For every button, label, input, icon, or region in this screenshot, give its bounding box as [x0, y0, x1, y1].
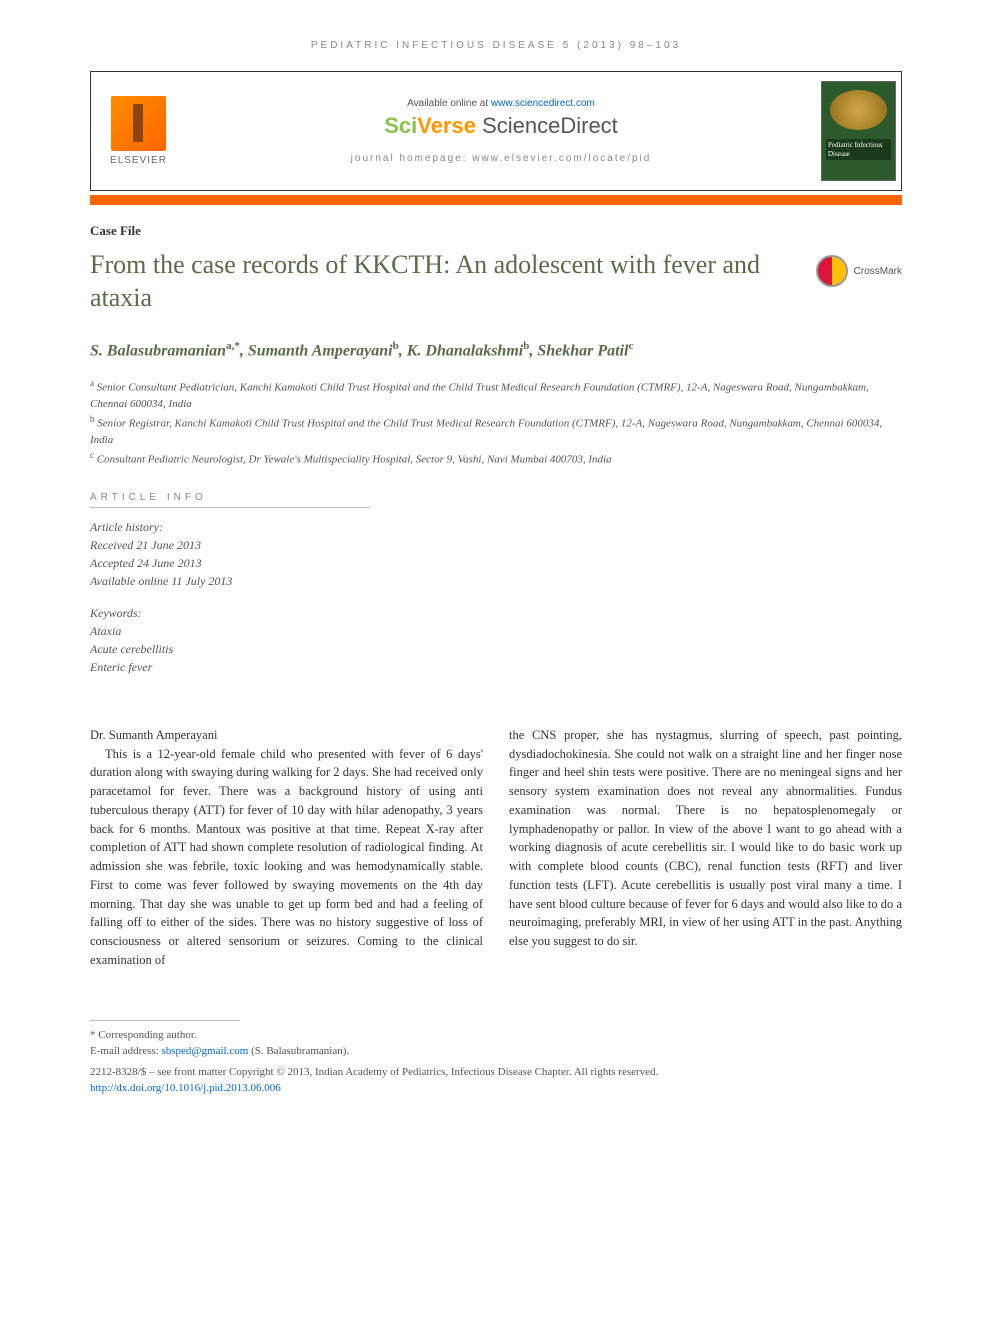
affiliations: a Senior Consultant Pediatrician, Kanchi… [90, 377, 902, 467]
masthead: ELSEVIER Available online at www.science… [90, 71, 902, 191]
accepted-date: Accepted 24 June 2013 [90, 554, 902, 572]
masthead-center: Available online at www.sciencedirect.co… [186, 72, 816, 190]
copyright-block: 2212-8328/$ – see front matter Copyright… [90, 1064, 902, 1097]
title-row: From the case records of KKCTH: An adole… [90, 249, 902, 338]
email-label: E-mail address: [90, 1045, 161, 1057]
column-right: the CNS proper, she has nystagmus, slurr… [509, 726, 902, 970]
keywords-list: AtaxiaAcute cerebellitisEnteric fever [90, 622, 902, 676]
doi-link[interactable]: http://dx.doi.org/10.1016/j.pid.2013.06.… [90, 1082, 281, 1094]
body-para-2: the CNS proper, she has nystagmus, slurr… [509, 726, 902, 951]
received-date: Received 21 June 2013 [90, 536, 902, 554]
corresponding-note: * Corresponding author. [90, 1027, 902, 1044]
body-para-1: This is a 12-year-old female child who p… [90, 745, 483, 970]
authors: S. Balasubramaniana,*, Sumanth Amperayan… [90, 338, 902, 363]
keyword: Acute cerebellitis [90, 640, 902, 658]
speaker-name: Dr. Sumanth Amperayani [90, 726, 483, 745]
online-date: Available online 11 July 2013 [90, 572, 902, 590]
cover-title: Pediatric Infectious Disease [826, 139, 891, 160]
available-text: Available online at [407, 98, 491, 109]
accent-bar [90, 195, 902, 205]
keyword: Ataxia [90, 622, 902, 640]
footnote-rule [90, 1020, 240, 1021]
article-info-heading: ARTICLE INFO [90, 492, 902, 503]
sciencedirect-logo[interactable]: SciVerse ScienceDirect [384, 113, 618, 139]
affiliation: c Consultant Pediatric Neurologist, Dr Y… [90, 449, 902, 468]
crossmark-icon [816, 255, 848, 287]
logo-sci: Sci [384, 113, 417, 138]
author-email-link[interactable]: sbsped@gmail.com [161, 1045, 248, 1057]
article-type: Case File [90, 223, 902, 239]
publisher-name: ELSEVIER [110, 155, 167, 166]
issn-copyright: 2212-8328/$ – see front matter Copyright… [90, 1064, 902, 1081]
running-head: PEDIATRIC INFECTIOUS DISEASE 5 (2013) 98… [90, 40, 902, 51]
sciencedirect-link[interactable]: www.sciencedirect.com [491, 98, 595, 109]
journal-cover[interactable]: Pediatric Infectious Disease [816, 72, 901, 190]
logo-direct: ScienceDirect [482, 113, 618, 138]
article-info: Article history: Received 21 June 2013 A… [90, 518, 902, 676]
available-online: Available online at www.sciencedirect.co… [407, 98, 595, 109]
corresponding-author: * Corresponding author. E-mail address: … [90, 1027, 902, 1060]
email-line: E-mail address: sbsped@gmail.com (S. Bal… [90, 1043, 902, 1060]
info-rule [90, 507, 370, 508]
keywords-label: Keywords: [90, 604, 902, 622]
column-left: Dr. Sumanth Amperayani This is a 12-year… [90, 726, 483, 970]
affiliation: b Senior Registrar, Kanchi Kamakoti Chil… [90, 413, 902, 449]
keyword: Enteric fever [90, 658, 902, 676]
cover-thumbnail-icon: Pediatric Infectious Disease [821, 81, 896, 181]
body-text: Dr. Sumanth Amperayani This is a 12-year… [90, 726, 902, 970]
history-label: Article history: [90, 518, 902, 536]
affiliation: a Senior Consultant Pediatrician, Kanchi… [90, 377, 902, 413]
elsevier-tree-icon [111, 96, 166, 151]
crossmark-label: CrossMark [854, 266, 902, 277]
publisher-logo[interactable]: ELSEVIER [91, 72, 186, 190]
logo-verse: Verse [417, 113, 482, 138]
article-title: From the case records of KKCTH: An adole… [90, 249, 796, 314]
page: PEDIATRIC INFECTIOUS DISEASE 5 (2013) 98… [0, 0, 992, 1147]
crossmark-badge[interactable]: CrossMark [816, 255, 902, 287]
email-suffix: (S. Balasubramanian). [248, 1045, 349, 1057]
journal-homepage: journal homepage: www.elsevier.com/locat… [351, 153, 652, 164]
